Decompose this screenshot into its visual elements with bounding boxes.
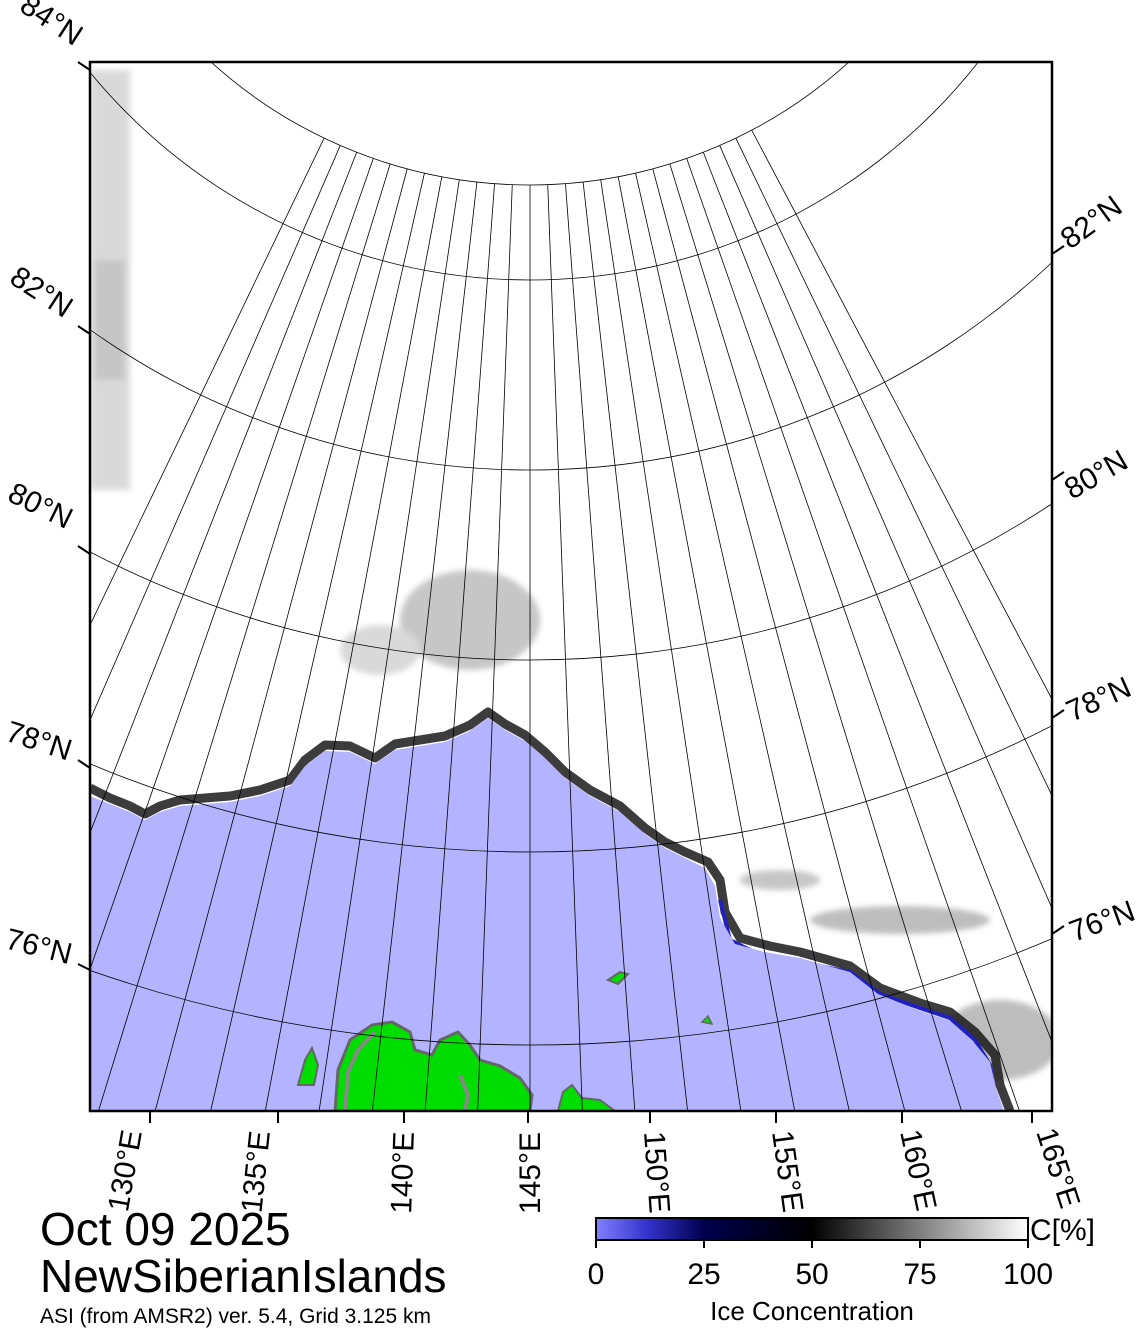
colorbar-tick-0: 0 xyxy=(588,1258,605,1291)
meridian-127e xyxy=(90,158,374,971)
meridian-155e xyxy=(617,176,796,1111)
product-description: ASI (from AMSR2) ver. 5.4, Grid 3.125 km xyxy=(40,1305,431,1328)
meridian-153e xyxy=(600,179,742,1111)
land-bennett xyxy=(605,970,630,986)
meridian-133e xyxy=(210,173,425,1111)
map-date: Oct 09 2025 xyxy=(40,1203,291,1255)
lon-label-160e: 160°E xyxy=(893,1127,942,1214)
meridian-165e xyxy=(702,152,1052,1044)
land-island-west xyxy=(296,1045,320,1086)
meridian-171e xyxy=(751,129,1052,701)
lon-label-135e: 135°E xyxy=(236,1129,277,1214)
graticule xyxy=(90,62,1052,1111)
colorbar-unit: C[%] xyxy=(1030,1214,1095,1247)
meridian-159e xyxy=(652,168,906,1111)
meridian-141e xyxy=(424,183,495,1111)
lat-label-78n-left: 78°N xyxy=(2,715,76,767)
lon-label-155e: 155°E xyxy=(765,1128,809,1214)
meridian-121e xyxy=(90,137,325,626)
meridian-129e xyxy=(98,163,391,1111)
lon-label-140e: 140°E xyxy=(385,1131,421,1214)
meridian-123e xyxy=(90,145,341,722)
lon-label-145e: 145°E xyxy=(514,1132,547,1214)
meridian-169e xyxy=(735,137,1052,797)
colorbar-tick-75: 75 xyxy=(903,1258,936,1291)
lat-label-80n-left: 80°N xyxy=(3,477,78,536)
meridian-167e xyxy=(719,145,1052,910)
lat-label-76n-left: 76°N xyxy=(2,923,75,971)
meridian-157e xyxy=(635,173,850,1111)
lat-ticks xyxy=(77,61,1065,971)
lon-label-150e: 150°E xyxy=(637,1130,676,1214)
lat-label-78n-right: 78°N xyxy=(1061,671,1136,728)
colorbar-tick-100: 100 xyxy=(1003,1258,1053,1291)
land-kotelny xyxy=(333,1020,534,1111)
lat-label-82n-left: 82°N xyxy=(4,260,78,324)
meridian-163e xyxy=(686,158,1020,1111)
meridian-149e xyxy=(565,183,636,1111)
ice-edge xyxy=(90,707,1015,1111)
map-region-title: NewSiberianIslands xyxy=(40,1250,447,1302)
map-area xyxy=(90,62,1052,1111)
colorbar-title: Ice Concentration xyxy=(710,1296,914,1326)
lat-label-84n: 84°N xyxy=(14,0,88,52)
colorbar-tick-25: 25 xyxy=(687,1258,720,1291)
meridian-137e xyxy=(318,179,460,1111)
lon-label-165e: 165°E xyxy=(1029,1124,1086,1212)
meridian-139e xyxy=(371,181,478,1111)
lat-label-80n-right: 80°N xyxy=(1059,444,1134,506)
lon-ticks xyxy=(149,1111,1033,1123)
meridian-151e xyxy=(582,181,689,1111)
land-small-island xyxy=(700,1014,714,1026)
meridian-125e xyxy=(90,152,358,834)
map-frame xyxy=(88,60,1054,1113)
meridian-161e xyxy=(669,163,962,1111)
land-coast-grey xyxy=(343,1030,471,1111)
open-water xyxy=(90,718,1004,1111)
meridian-135e xyxy=(264,176,443,1111)
lon-label-130e: 130°E xyxy=(102,1127,149,1214)
colorbar-tick-50: 50 xyxy=(795,1258,828,1291)
meridian-143e xyxy=(477,184,513,1111)
colorbar-gradient xyxy=(595,1217,1029,1241)
meridian-131e xyxy=(154,168,408,1111)
lat-label-76n-right: 76°N xyxy=(1065,895,1139,949)
meridians xyxy=(90,129,1052,1111)
meridian-147e xyxy=(547,184,583,1111)
lat-label-82n-right: 82°N xyxy=(1055,190,1129,256)
colorbar: C[%] 0 25 50 75 100 Ice Concentration xyxy=(588,1214,1095,1326)
ice-texture xyxy=(90,70,1052,1080)
